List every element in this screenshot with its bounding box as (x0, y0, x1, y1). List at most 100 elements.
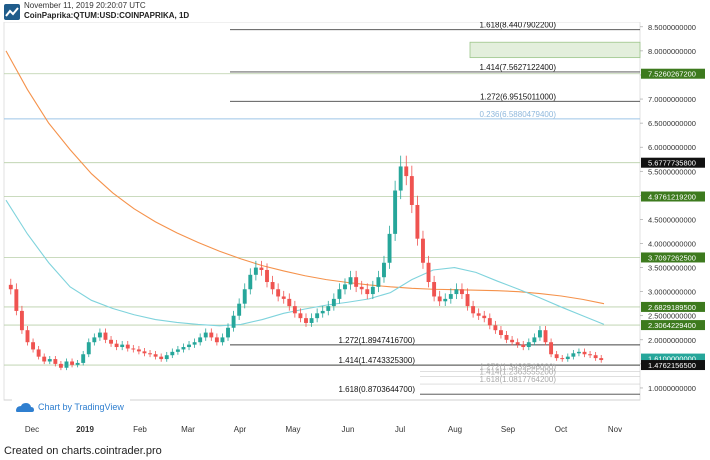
candle-body (326, 306, 331, 311)
candle-body (164, 355, 169, 360)
candle-body (14, 289, 19, 311)
candle-body (25, 330, 30, 343)
price-tag (641, 360, 705, 371)
candles (8, 155, 604, 371)
price-tag-label: 4.9761219200 (648, 193, 696, 202)
candle-body (36, 349, 41, 357)
y-tick-label: 6.5000000000 (648, 119, 696, 128)
candle-body (58, 363, 63, 368)
candle-body (8, 284, 13, 290)
price-tag (641, 252, 705, 263)
x-tick-label: Feb (133, 425, 147, 434)
price-tag-label: 7.5260267200 (648, 70, 696, 79)
candle-body (226, 327, 230, 338)
candle-body (114, 343, 119, 348)
candle-body (560, 358, 565, 360)
candle-body (499, 330, 503, 335)
x-tick-label: Apr (234, 425, 247, 434)
candle-body (209, 332, 214, 338)
candle-body (92, 337, 97, 343)
candle-body (370, 286, 375, 295)
candle-body (31, 342, 36, 350)
candle-body (120, 344, 125, 348)
x-tick-label: Nov (608, 425, 622, 434)
candle-body (599, 358, 604, 361)
candle-body (331, 298, 336, 307)
candle-body (159, 356, 164, 360)
price-chart[interactable]: 1.618(8.4407902200) 1.414(7.5627122400) 1.… (0, 22, 710, 440)
y-tick-label: 2.5000000000 (648, 312, 696, 321)
price-tag (641, 320, 705, 331)
candle-body (315, 313, 320, 319)
candle-body (231, 315, 236, 328)
candle-body (526, 342, 531, 348)
candle-body (136, 349, 141, 352)
candle-body (510, 339, 515, 343)
fib-label: 1.272(6.9515011000) (480, 92, 556, 101)
candle-body (415, 204, 420, 239)
candle-body (70, 361, 75, 365)
x-tick-label: Jul (395, 425, 405, 434)
x-tick-label: Aug (448, 425, 462, 434)
candle-body (125, 344, 130, 349)
candle-body (304, 318, 308, 323)
candle-body (376, 277, 381, 287)
candle-body (354, 277, 359, 287)
candle-body (454, 289, 459, 295)
price-tag-label: 1.6100000000 (648, 355, 696, 364)
candle-body (53, 359, 58, 364)
candle-body (448, 294, 453, 299)
candle-body (537, 330, 542, 338)
candle-body (365, 289, 370, 295)
candle-body (487, 318, 492, 326)
price-tags: 7.5260267200 5.6777735800 4.9761219200 3.70… (641, 68, 705, 371)
candle-body (265, 269, 269, 283)
y-tick-label: 5.5000000000 (648, 167, 696, 176)
price-tag (641, 353, 705, 364)
candle-body (81, 354, 86, 363)
watermark[interactable]: Chart by TradingView (12, 398, 130, 414)
candle-body (359, 286, 364, 290)
tradingview-logo-icon (4, 4, 20, 20)
price-tag (641, 68, 705, 79)
y-tick-label: 4.0000000000 (648, 240, 696, 249)
candle-body (476, 313, 481, 316)
candle-body (237, 303, 242, 316)
candle-body (343, 284, 347, 290)
candle-body (170, 351, 175, 356)
candle-body (582, 351, 587, 355)
candle-body (482, 315, 487, 319)
candle-body (298, 313, 303, 319)
candle-body (148, 353, 152, 355)
candle-body (443, 298, 448, 302)
candle-body (426, 262, 431, 283)
candle-body (287, 298, 292, 307)
fib-label: 1.414(1.2363555200) (479, 368, 556, 377)
y-tick-label: 6.0000000000 (648, 143, 696, 152)
price-tag-label: 3.7097262500 (648, 253, 696, 262)
price-tag (641, 301, 705, 312)
x-tick-label: May (285, 425, 300, 434)
candle-body (421, 238, 425, 263)
fib-levels: 1.618(8.4407902200) 1.414(7.5627122400) 1.… (4, 22, 640, 395)
candle-body (181, 347, 186, 350)
candle-body (153, 354, 158, 357)
candle-body (554, 354, 559, 359)
price-tag-label: 2.6829189500 (648, 303, 696, 312)
y-tick-label: 3.0000000000 (648, 288, 696, 297)
y-tick-label: 3.5000000000 (648, 264, 696, 273)
candle-body (203, 332, 208, 338)
candle-body (404, 166, 409, 177)
fib-label: 1.272(1.3439546000) (479, 362, 556, 371)
candle-body (187, 344, 191, 348)
candle-body (493, 325, 498, 331)
candle-body (242, 289, 247, 304)
x-tick-label: Mar (181, 425, 195, 434)
ma-blue-line (5, 199, 605, 327)
candle-body (259, 267, 264, 270)
candle-body (248, 274, 253, 290)
candle-body (588, 354, 593, 356)
fib-label: 0.236(6.5880479400) (479, 110, 556, 119)
moving-averages (5, 50, 605, 327)
tradingview-cloud-icon (16, 403, 34, 412)
